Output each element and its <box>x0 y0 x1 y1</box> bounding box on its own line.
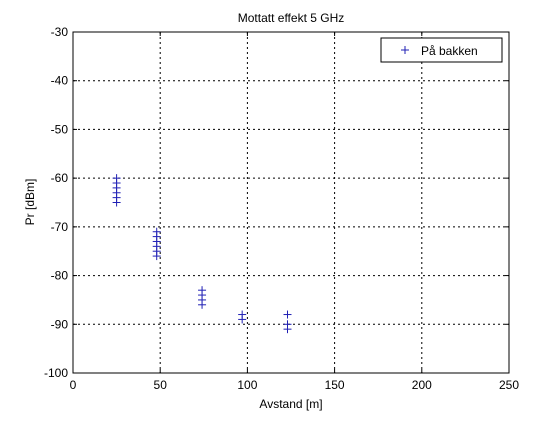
plot-frame <box>72 31 510 374</box>
legend-label: På bakken <box>421 44 478 58</box>
x-axis-label: Avstand [m] <box>259 397 322 411</box>
data-point <box>198 300 207 309</box>
grid <box>73 32 509 373</box>
x-tick-label: 150 <box>325 378 345 392</box>
y-tick-label: -100 <box>44 366 68 380</box>
x-tick-label: 200 <box>412 378 432 392</box>
legend: På bakken <box>380 37 503 63</box>
marks <box>112 174 292 334</box>
y-axis-label: Pr [dBm] <box>23 179 37 226</box>
y-tick-label: -70 <box>51 220 69 234</box>
data-point <box>112 198 121 207</box>
legend-marker <box>401 46 409 54</box>
y-tick-label: -40 <box>51 74 69 88</box>
x-tick-label: 0 <box>70 378 77 392</box>
ticks: 0 50 100 150 200 250 -100 -90 -80 -70 -60 -50 -40 -30 <box>44 25 519 392</box>
y-tick-label: -90 <box>51 317 69 331</box>
data-point <box>238 315 247 324</box>
legend-plus-icon <box>401 46 409 54</box>
y-tick-label: -60 <box>51 171 69 185</box>
data-point <box>283 310 292 319</box>
x-tick-label: 50 <box>154 378 168 392</box>
x-tick-label: 100 <box>237 378 257 392</box>
y-tick-label: -50 <box>51 122 69 136</box>
x-tick-label: 250 <box>499 378 519 392</box>
y-tick-label: -80 <box>51 269 69 283</box>
y-tick-label: -30 <box>51 25 69 39</box>
chart-title: Mottatt effekt 5 GHz <box>238 11 345 25</box>
data-point <box>283 325 292 334</box>
data-point <box>152 252 161 261</box>
